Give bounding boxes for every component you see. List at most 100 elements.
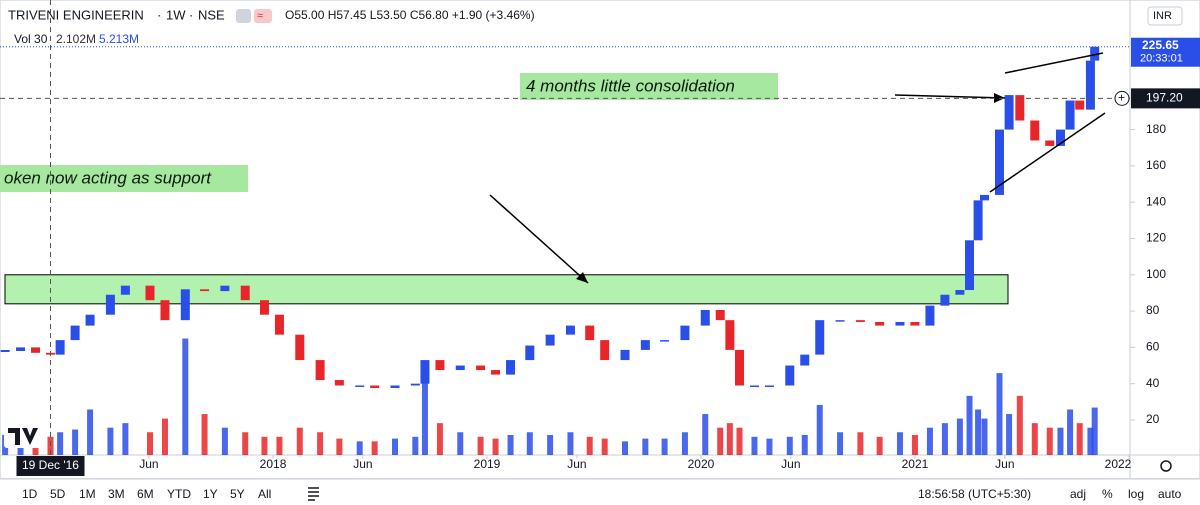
candle — [1015, 95, 1025, 121]
range-button[interactable]: 5Y — [230, 487, 245, 501]
range-button[interactable]: 1Y — [203, 487, 218, 501]
x-tick-label: 2022 — [1105, 457, 1132, 471]
eye-icon[interactable] — [236, 9, 251, 23]
volume-bar — [876, 436, 883, 455]
candle — [259, 300, 269, 315]
candle — [1085, 60, 1095, 110]
arrow — [489, 194, 589, 284]
range-button[interactable]: 1M — [79, 487, 96, 501]
date-range-icon[interactable] — [308, 487, 319, 501]
candle — [295, 334, 305, 361]
volume-bar — [586, 436, 593, 455]
legend: TRIVENI ENGINEERIN · 1W · NSE ≈ O55.00 H… — [8, 7, 535, 46]
candle — [965, 240, 975, 291]
candle-layer — [0, 46, 1100, 389]
range-button[interactable]: All — [258, 487, 271, 501]
volume-bar — [412, 436, 419, 455]
volume-bar — [736, 427, 743, 455]
y-tick-label: 160 — [1146, 158, 1166, 172]
trend-line — [1004, 52, 1104, 74]
candle — [715, 309, 725, 321]
range-button[interactable]: 3M — [108, 487, 125, 501]
overlay-layer: 4 months little consolidation oken now a… — [0, 52, 1106, 284]
volume-bar — [816, 404, 823, 455]
candle — [545, 334, 555, 346]
range-button[interactable]: 5D — [50, 487, 66, 501]
x-tick-label: Jun — [995, 457, 1014, 471]
candle — [180, 289, 190, 321]
volume-bar — [567, 432, 574, 455]
candle — [525, 345, 535, 361]
candle — [390, 385, 400, 389]
volume-bar — [276, 436, 283, 455]
volume-bar — [526, 432, 533, 455]
volume-title: Vol 30 — [14, 32, 48, 46]
candle — [315, 360, 325, 381]
candle — [370, 385, 380, 389]
close: C56.80 — [410, 8, 449, 22]
currency: INR — [1153, 10, 1172, 22]
candle — [476, 365, 486, 371]
volume-bar — [1006, 414, 1013, 455]
volume-bar — [87, 409, 94, 455]
compare-glyph: ≈ — [257, 10, 263, 22]
y-tick-label: 40 — [1146, 376, 1160, 390]
crosshair-date-box — [16, 456, 85, 476]
range-button[interactable]: 6M — [137, 487, 154, 501]
y-tick-label: 20 — [1146, 412, 1160, 426]
candle — [835, 320, 845, 322]
volume-bar — [857, 432, 864, 455]
candle — [855, 320, 865, 322]
range-button[interactable]: 1D — [22, 487, 38, 501]
volume-bar — [146, 432, 153, 455]
candle — [31, 347, 41, 353]
candle — [334, 380, 344, 386]
candle — [1004, 95, 1014, 130]
logo-bg — [4, 422, 44, 448]
volume-bar — [1076, 423, 1083, 455]
candle — [220, 285, 230, 292]
currency-button[interactable] — [1147, 6, 1183, 26]
volume-bar — [436, 423, 443, 455]
scale-option[interactable]: adj — [1070, 487, 1086, 501]
scale-option[interactable]: log — [1128, 487, 1144, 501]
support-zone-layer — [4, 274, 1009, 305]
settings-icon[interactable] — [1160, 460, 1172, 472]
scale-option[interactable]: auto — [1158, 487, 1182, 501]
volume-bar — [751, 436, 758, 455]
range-button[interactable]: YTD — [167, 487, 191, 501]
volume-bar — [661, 438, 668, 455]
compare-icon[interactable] — [254, 9, 272, 23]
add-alert-icon[interactable] — [1114, 90, 1130, 106]
volume-bar — [837, 432, 844, 455]
y-tick-label: 100 — [1146, 267, 1166, 281]
candle — [585, 325, 595, 341]
scale-option[interactable]: % — [1102, 487, 1113, 501]
x-tick-label: 2018 — [260, 457, 287, 471]
last-price-label: 225.65 — [1142, 38, 1179, 52]
volume-bar — [457, 432, 464, 455]
candle — [55, 340, 65, 355]
candle — [410, 383, 420, 386]
separator: · — [189, 7, 193, 22]
volume-bar — [547, 434, 554, 455]
candle — [1030, 120, 1040, 141]
candle — [994, 129, 1004, 195]
last-price-box — [1131, 37, 1200, 67]
volume-layer — [2, 338, 1098, 455]
candle — [1055, 129, 1065, 146]
add-alert-plus: + — [1118, 91, 1125, 105]
volume-bar — [1067, 409, 1074, 455]
volume-bar — [896, 432, 903, 455]
tv-logo — [4, 422, 44, 448]
candle — [979, 194, 989, 201]
volume-bar — [996, 373, 1003, 455]
y-tick-label: 80 — [1146, 303, 1160, 317]
volume-bar — [601, 438, 608, 455]
trend-line — [989, 112, 1106, 193]
candle — [660, 340, 670, 342]
candle — [420, 360, 430, 384]
volume-bar — [766, 438, 773, 455]
countdown: 20:33:01 — [1140, 53, 1183, 65]
